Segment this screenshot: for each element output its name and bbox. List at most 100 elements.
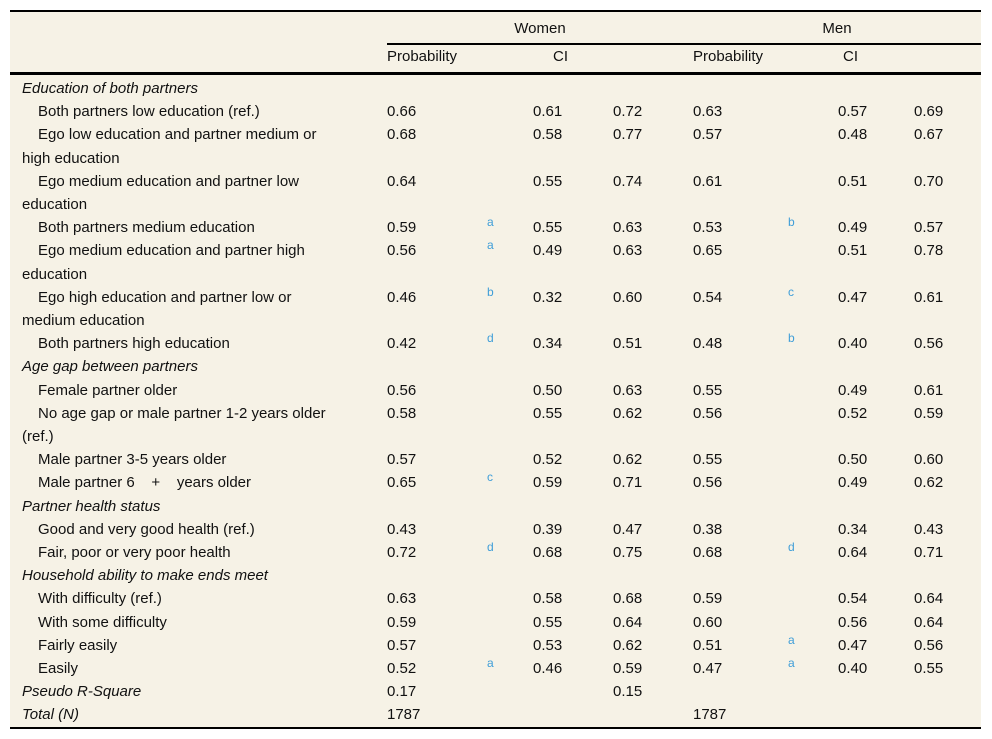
cell-men-ci-lower: 0.47	[838, 288, 868, 306]
cell-women-probability: 0.68	[387, 126, 417, 144]
cell-men-probability: 0.48	[693, 335, 723, 353]
cell-women-probability: 0.57	[387, 451, 417, 469]
cell-women-ci-lower: 0.46	[533, 660, 563, 678]
cell-men-probability: 0.47	[693, 660, 723, 678]
cell-women-ci-upper: 0.59	[613, 660, 643, 678]
section-header-row: Education of both partners	[10, 77, 981, 100]
cell-men-probability: 0.51	[693, 636, 723, 654]
cell-women-ci-upper: 0.51	[613, 335, 643, 353]
cell-men-ci-lower: 0.56	[838, 613, 868, 631]
superscript-marker-men	[788, 582, 838, 605]
cell-women-ci-lower: 0.32	[533, 288, 563, 306]
cell-men-ci-upper: 0.64	[914, 590, 944, 608]
cell-men-ci-lower: 0.54	[838, 590, 868, 608]
women-probability-header: Probability	[387, 48, 458, 65]
group-header-spacer	[10, 12, 387, 45]
cell-men-ci-upper: 0.78	[914, 242, 944, 260]
column-header-row: Probability CI Probability CI	[10, 45, 981, 75]
row-label: Partner health status	[22, 497, 161, 515]
table-row: Male partner 6 + years older 0.65 c 0.59 0.7…	[10, 470, 981, 494]
table-row: Pseudo R-Square 0.17 0.15	[10, 680, 981, 703]
cell-women-probability: 0.63	[387, 590, 417, 608]
row-label: Easily	[38, 660, 79, 678]
cell-women-probability: 0.58	[387, 404, 417, 422]
table-row: With some difficulty 0.59 0.55 0.64 0.60 0.56…	[10, 611, 981, 634]
cell-men-ci-lower: 0.57	[838, 103, 868, 121]
cell-men-ci-lower	[838, 680, 914, 703]
cell-women-ci-lower: 0.55	[533, 404, 563, 422]
cell-women-ci-lower: 0.52	[533, 451, 563, 469]
table-row: Total (N) 1787 1787	[10, 703, 981, 726]
row-label: Both partners high education	[38, 335, 230, 353]
cell-women-ci-lower: 0.68	[533, 544, 563, 562]
cell-men-ci-upper: 0.62	[914, 474, 944, 492]
table-row: With difficulty (ref.) 0.63 0.58 0.68 0.59 0.…	[10, 587, 981, 610]
men-ci-header: CI	[843, 48, 858, 65]
cell-men-ci-upper: 0.61	[914, 381, 944, 399]
table-row: Fair, poor or very poor health 0.72 d 0.68 0…	[10, 540, 981, 564]
superscript-marker-men	[788, 466, 838, 489]
row-label: With difficulty (ref.)	[38, 590, 162, 608]
superscript-marker-men	[788, 675, 838, 698]
cell-men-ci-lower: 0.51	[838, 242, 868, 260]
superscript-marker-men	[788, 443, 838, 466]
cell-women-ci-upper	[613, 703, 693, 726]
cell-women-ci-upper: 0.47	[613, 520, 643, 538]
cell-men-ci-lower: 0.52	[838, 404, 868, 422]
cell-men-probability: 0.54	[693, 288, 723, 306]
cell-women-ci-lower: 0.53	[533, 636, 563, 654]
cell-men-probability	[693, 680, 788, 703]
cell-men-ci-upper	[914, 680, 981, 703]
group-header-row: Women Men	[10, 12, 981, 45]
cell-women-ci-lower: 0.55	[533, 172, 563, 190]
cell-men-probability: 0.57	[693, 126, 723, 144]
cell-women-ci-upper: 0.74	[613, 172, 643, 190]
cell-women-probability: 0.17	[387, 683, 417, 701]
table-row: No age gap or male partner 1-2 years old…	[10, 402, 981, 448]
cell-women-ci-lower: 0.50	[533, 381, 563, 399]
cell-men-ci-lower: 0.48	[838, 126, 868, 144]
regression-results-table: Women Men Probability CI Probability CI …	[10, 10, 981, 729]
cell-women-ci-upper: 0.63	[613, 219, 643, 237]
table-row: Both partners medium education 0.59 a 0.55 0…	[10, 215, 981, 239]
table-row: Ego low education and partner medium or …	[10, 123, 981, 169]
cell-women-ci-lower: 0.34	[533, 335, 563, 353]
cell-men-ci-upper: 0.69	[914, 103, 944, 121]
cell-women-ci-lower	[533, 680, 613, 703]
section-header-row: Household ability to make ends meet	[10, 564, 981, 587]
section-header-row: Age gap between partners	[10, 355, 981, 378]
cell-women-probability: 0.57	[387, 636, 417, 654]
cell-men-ci-lower: 0.64	[838, 544, 868, 562]
cell-men-probability: 0.63	[693, 103, 723, 121]
superscript-marker-women	[487, 397, 533, 443]
superscript-marker-women	[487, 698, 533, 721]
women-group-header: Women	[387, 12, 693, 45]
superscript-marker-women: b	[487, 284, 494, 299]
cell-women-ci-lower: 0.61	[533, 103, 563, 121]
superscript-marker-men	[788, 698, 838, 721]
cell-men-ci-upper: 0.55	[914, 660, 944, 678]
superscript-marker-men: a	[788, 656, 795, 671]
superscript-marker-women: c	[487, 470, 493, 485]
cell-men-ci-lower: 0.51	[838, 172, 868, 190]
men-probability-header: Probability	[693, 48, 764, 65]
cell-men-ci-lower: 0.49	[838, 381, 868, 399]
cell-women-probability: 0.59	[387, 219, 417, 237]
cell-men-ci-upper: 0.56	[914, 636, 944, 654]
cell-men-probability: 0.55	[693, 451, 723, 469]
table-row: Female partner older 0.56 0.50 0.63 0.55 0.49…	[10, 379, 981, 402]
cell-women-probability: 0.66	[387, 103, 417, 121]
superscript-marker-women: d	[487, 331, 494, 346]
cell-men-ci-lower: 0.49	[838, 474, 868, 492]
cell-women-probability: 0.52	[387, 660, 417, 678]
cell-women-probability: 0.59	[387, 613, 417, 631]
superscript-marker-women: a	[487, 238, 494, 253]
row-label: Male partner 6 + years older	[38, 474, 252, 492]
superscript-marker-women	[487, 629, 533, 652]
cell-women-ci-upper: 0.15	[613, 683, 643, 701]
cell-women-ci-upper: 0.77	[613, 126, 643, 144]
row-label: No age gap or male partner 1-2 years old…	[22, 404, 326, 446]
table-row: Ego medium education and partner high ed…	[10, 238, 981, 285]
superscript-marker-men	[788, 374, 838, 397]
superscript-marker-women	[487, 675, 533, 698]
